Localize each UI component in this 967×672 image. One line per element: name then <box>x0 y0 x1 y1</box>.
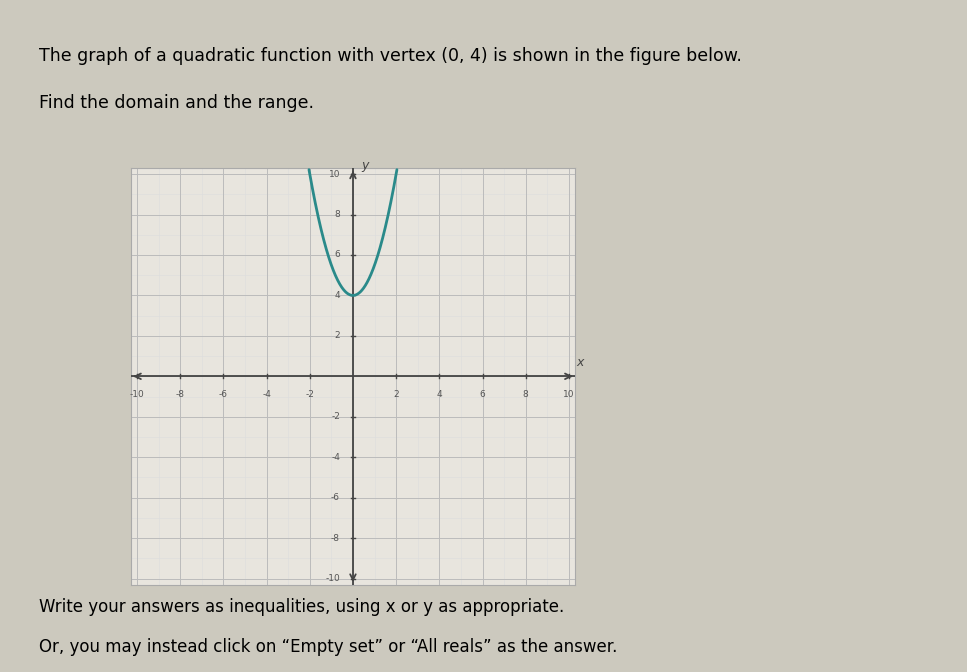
Text: 6: 6 <box>480 390 485 399</box>
Text: 2: 2 <box>335 331 340 341</box>
Text: -2: -2 <box>331 412 340 421</box>
Text: -10: -10 <box>130 390 144 399</box>
Text: 8: 8 <box>335 210 340 219</box>
Text: -8: -8 <box>176 390 185 399</box>
Text: 6: 6 <box>335 251 340 259</box>
Text: -4: -4 <box>262 390 271 399</box>
Text: -10: -10 <box>325 574 340 583</box>
Text: x: x <box>576 356 584 369</box>
Text: Find the domain and the range.: Find the domain and the range. <box>39 94 313 112</box>
Text: 4: 4 <box>436 390 442 399</box>
Text: 8: 8 <box>523 390 529 399</box>
Text: y: y <box>362 159 369 172</box>
Text: Write your answers as inequalities, using x or y as appropriate.: Write your answers as inequalities, usin… <box>39 598 564 616</box>
Text: 2: 2 <box>394 390 399 399</box>
Text: -4: -4 <box>331 453 340 462</box>
Text: Or, you may instead click on “Empty set” or “All reals” as the answer.: Or, you may instead click on “Empty set”… <box>39 638 617 657</box>
Text: The graph of a quadratic function with vertex (0, 4) is shown in the figure belo: The graph of a quadratic function with v… <box>39 47 742 65</box>
Text: 10: 10 <box>563 390 574 399</box>
Text: -6: -6 <box>219 390 228 399</box>
Text: -6: -6 <box>331 493 340 502</box>
Text: -8: -8 <box>331 534 340 542</box>
Text: 10: 10 <box>329 169 340 179</box>
Text: -2: -2 <box>306 390 314 399</box>
Text: 4: 4 <box>335 291 340 300</box>
